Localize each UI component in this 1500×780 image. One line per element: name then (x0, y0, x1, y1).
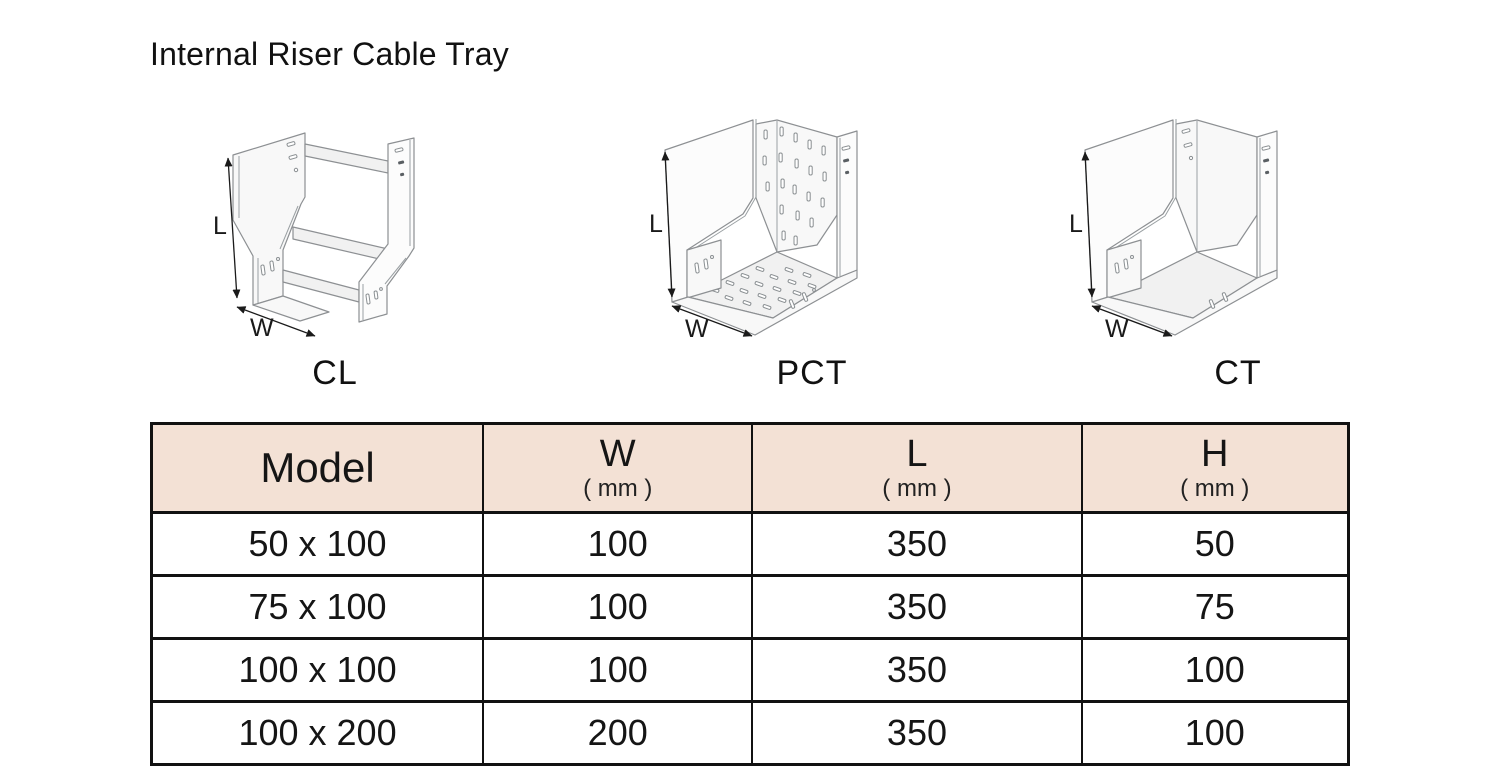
cl-technical-drawing: L W (213, 132, 415, 342)
table-row: 100 x 200 200 350 100 (150, 700, 1350, 766)
cell-model: 50 x 100 (150, 511, 485, 577)
pct-back-perforations (762, 126, 827, 246)
table-row: 50 x 100 100 350 50 (150, 511, 1350, 577)
pct-dimension-line-l (661, 151, 676, 298)
ct-right-wall (1256, 130, 1278, 279)
spec-table-wrapper: Model W ( mm ) L ( mm ) H ( mm ) (150, 422, 1350, 766)
page-title: Internal Riser Cable Tray (150, 36, 509, 72)
header-h-unit: ( mm ) (1180, 475, 1250, 502)
pct-near-lower-plate (686, 239, 722, 299)
cell-l: 350 (751, 511, 1083, 577)
table-header-model: Model (150, 422, 485, 514)
cl-dim-label-l: L (213, 212, 227, 240)
cell-h: 100 (1080, 700, 1350, 766)
ct-technical-drawing: L W (1069, 119, 1278, 343)
cl-dim-label-w: W (250, 314, 274, 342)
cl-right-rail (358, 137, 415, 323)
cell-model: 75 x 100 (150, 574, 485, 640)
table-header-h: H ( mm ) (1080, 422, 1350, 514)
cell-l: 350 (751, 700, 1083, 766)
header-l-unit: ( mm ) (882, 475, 952, 502)
table-row: 100 x 100 100 350 100 (150, 637, 1350, 703)
header-w-label: W (599, 433, 636, 475)
ct-back-plate (1175, 119, 1258, 253)
figure-pct: L W (625, 100, 925, 355)
cl-rung (282, 269, 360, 303)
cl-dimension-line-l (224, 157, 241, 299)
figure-ct: L W (1045, 100, 1345, 355)
spec-table: Model W ( mm ) L ( mm ) H ( mm ) (150, 422, 1350, 766)
table-header-l: L ( mm ) (751, 422, 1083, 514)
cell-h: 50 (1080, 511, 1350, 577)
cell-w: 100 (482, 574, 754, 640)
ct-dimension-line-l (1081, 151, 1096, 298)
figure-label-pct: PCT (776, 354, 848, 392)
pct-dim-label-w: W (685, 315, 709, 343)
figure-label-ct: CT (1214, 354, 1262, 392)
header-model-label: Model (260, 444, 375, 491)
ct-dim-label-l: L (1069, 210, 1083, 238)
cell-h: 100 (1080, 637, 1350, 703)
header-w-unit: ( mm ) (583, 475, 653, 502)
ct-dim-label-w: W (1105, 315, 1129, 343)
cl-rung (292, 226, 389, 262)
table-row: 75 x 100 100 350 75 (150, 574, 1350, 640)
pct-right-wall (836, 130, 858, 279)
table-header-row: Model W ( mm ) L ( mm ) H ( mm ) (150, 422, 1350, 514)
header-h-label: H (1201, 433, 1229, 475)
header-l-label: L (906, 433, 928, 475)
ct-dimension-line-w (1091, 305, 1173, 337)
cell-l: 350 (751, 574, 1083, 640)
cell-l: 350 (751, 637, 1083, 703)
cell-w: 100 (482, 511, 754, 577)
figure-cl: L W (195, 100, 495, 355)
cell-w: 100 (482, 637, 754, 703)
cell-model: 100 x 100 (150, 637, 485, 703)
table-header-w: W ( mm ) (482, 422, 754, 514)
ct-near-lower-plate (1106, 239, 1142, 299)
pct-dimension-line-w (671, 305, 753, 337)
cell-w: 200 (482, 700, 754, 766)
pct-dim-label-l: L (649, 210, 663, 238)
cell-model: 100 x 200 (150, 700, 485, 766)
pct-floor-perforations (710, 266, 817, 310)
cl-rung (304, 143, 389, 174)
cell-h: 75 (1080, 574, 1350, 640)
figure-label-cl: CL (312, 354, 358, 392)
cl-dimension-line-w (236, 306, 316, 337)
pct-technical-drawing: L W (649, 119, 858, 343)
